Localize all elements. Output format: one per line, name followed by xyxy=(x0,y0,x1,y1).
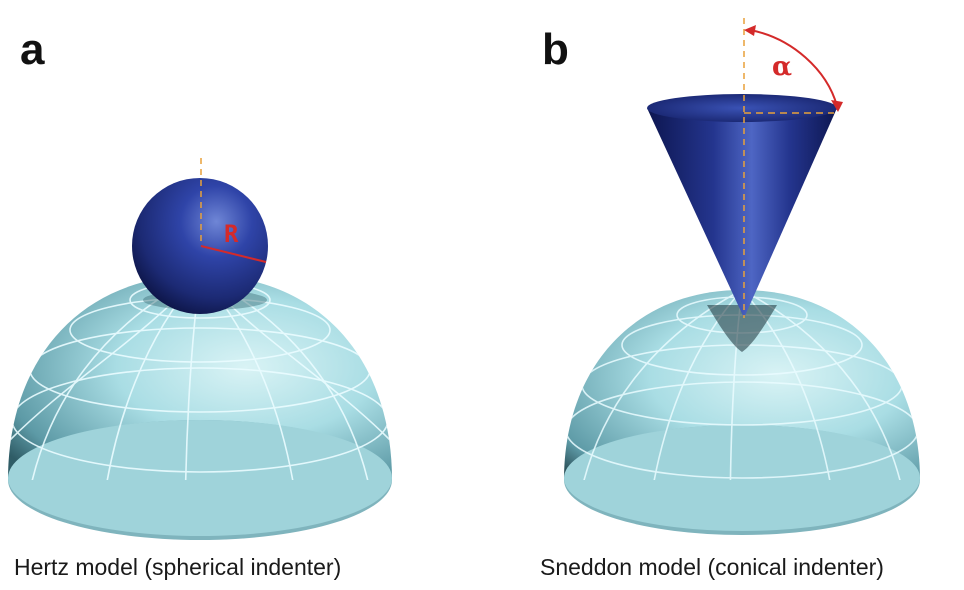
cone-top xyxy=(647,94,837,122)
arc-arrow-top xyxy=(744,25,756,36)
spherical-indenter xyxy=(132,178,268,314)
radius-line xyxy=(200,245,267,263)
angle-label: α xyxy=(772,52,793,82)
conical-indenter xyxy=(647,108,837,318)
panel-sneddon: α b Sneddon model (conical indenter) xyxy=(482,0,964,590)
hertz-illustration xyxy=(8,158,392,540)
arc-arrow-bottom xyxy=(831,100,843,112)
caption-sneddon: Sneddon model (conical indenter) xyxy=(540,554,884,580)
caption-hertz: Hertz model (spherical indenter) xyxy=(14,554,342,580)
sneddon-illustration xyxy=(564,18,920,535)
panel-hertz: R a Hertz model (spherical indenter) xyxy=(8,25,392,580)
radius-label: R xyxy=(224,220,239,248)
panel-label-b: b xyxy=(542,25,569,74)
panel-label-a: a xyxy=(20,25,45,74)
angle-arc xyxy=(749,29,838,107)
